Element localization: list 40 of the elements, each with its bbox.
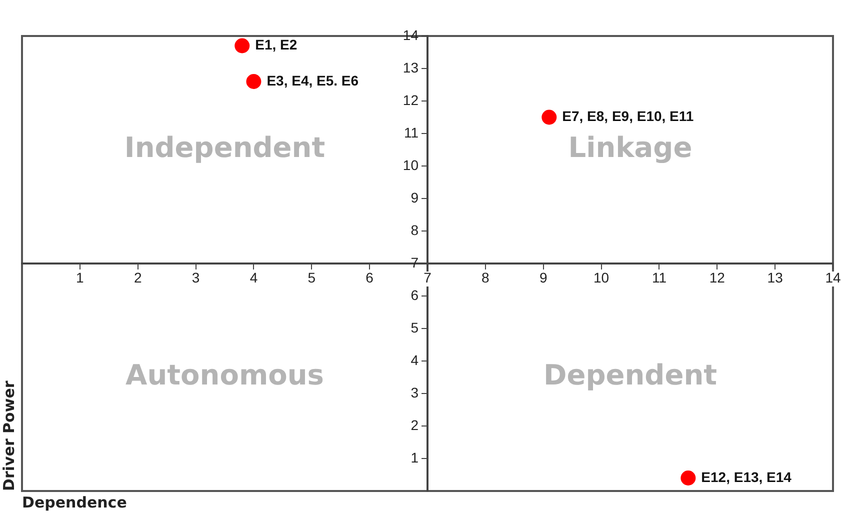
annotation: E1, E2 <box>255 36 298 53</box>
point <box>234 38 250 54</box>
x-tick-label: 13 <box>767 269 784 286</box>
y-tick-label: 1 <box>410 449 419 466</box>
y-tick-label: 5 <box>410 319 419 336</box>
x-tick-label: 2 <box>134 269 142 286</box>
x-tick-label: 1 <box>76 269 84 286</box>
annotation: Independent <box>124 131 326 164</box>
point <box>246 74 262 89</box>
x-tick-label: 6 <box>366 269 374 286</box>
y-axis-title: Driver Power <box>0 380 18 491</box>
x-tick-label: 10 <box>593 269 610 286</box>
y-tick-label: 8 <box>410 222 419 238</box>
y-tick-label: 4 <box>410 352 419 368</box>
y-tick-label: 12 <box>402 92 419 108</box>
annotation: E7, E8, E9, E10, E11 <box>562 108 694 124</box>
annotation: Dependent <box>543 358 718 392</box>
x-tick-label: 11 <box>652 269 667 286</box>
x-tick-label: 14 <box>825 269 841 286</box>
annotation: E12, E13, E14 <box>701 468 792 485</box>
x-axis-title: Dependence <box>22 493 127 512</box>
annotation: Autonomous <box>126 358 324 392</box>
point <box>542 110 557 125</box>
x-tick-label: 5 <box>308 269 316 286</box>
y-tick-label: 9 <box>410 189 419 206</box>
y-tick-label: 10 <box>402 156 419 173</box>
x-tick-label: 9 <box>539 269 548 286</box>
x-tick-label: 8 <box>482 269 490 286</box>
point <box>680 470 696 486</box>
annotation: E3, E4, E5. E6 <box>266 72 359 88</box>
x-tick-label: 3 <box>192 269 200 286</box>
y-tick-label: 6 <box>410 286 419 303</box>
x-tick-label: 7 <box>424 269 432 286</box>
x-tick-label: 12 <box>709 269 726 286</box>
y-tick-label: 3 <box>410 384 419 400</box>
y-tick-label: 11 <box>404 124 419 140</box>
y-tick-label: 13 <box>402 59 419 76</box>
x-tick-label: 4 <box>250 269 258 286</box>
annotation: Linkage <box>568 131 692 164</box>
y-tick-label: 2 <box>410 416 419 433</box>
